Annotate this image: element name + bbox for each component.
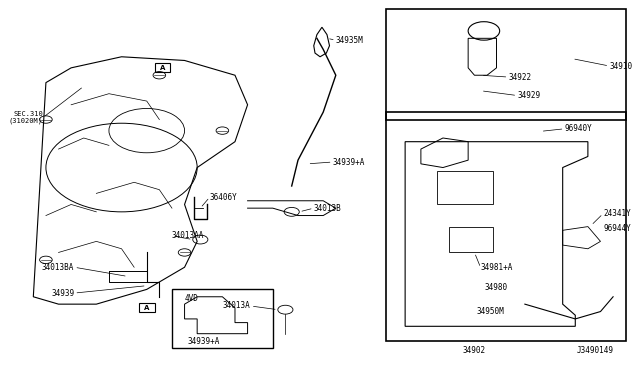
Text: 34922: 34922 xyxy=(509,73,532,81)
Text: 34939: 34939 xyxy=(51,289,74,298)
Text: 34980: 34980 xyxy=(485,283,508,292)
Text: 34981+A: 34981+A xyxy=(481,263,513,272)
Text: 34013B: 34013B xyxy=(314,203,342,213)
Text: 34013A: 34013A xyxy=(223,301,251,311)
Text: 36406Y: 36406Y xyxy=(210,193,237,202)
Text: J3490149: J3490149 xyxy=(577,346,614,355)
Text: 4VD: 4VD xyxy=(184,294,198,303)
Text: SEC.310
(31020M): SEC.310 (31020M) xyxy=(9,111,43,125)
Text: 34939+A: 34939+A xyxy=(333,157,365,167)
Text: 24341Y: 24341Y xyxy=(603,209,631,218)
Text: 34013AA: 34013AA xyxy=(172,231,204,240)
Text: 34939+A: 34939+A xyxy=(188,337,220,346)
Bar xyxy=(386,9,626,119)
Bar xyxy=(172,289,273,349)
Text: 34929: 34929 xyxy=(517,91,540,100)
Text: A: A xyxy=(160,65,165,71)
Text: 34950M: 34950M xyxy=(476,307,504,316)
Bar xyxy=(436,171,493,205)
Bar xyxy=(139,303,155,312)
Bar xyxy=(449,227,493,253)
Bar xyxy=(386,112,626,341)
Text: 96940Y: 96940Y xyxy=(564,124,592,133)
Text: 34013BA: 34013BA xyxy=(42,263,74,272)
Bar xyxy=(155,63,170,73)
Text: 96944Y: 96944Y xyxy=(603,224,631,233)
Text: 34910: 34910 xyxy=(609,61,632,71)
Text: A: A xyxy=(144,305,149,311)
Text: 34902: 34902 xyxy=(463,346,486,355)
Text: 34935M: 34935M xyxy=(336,36,364,45)
